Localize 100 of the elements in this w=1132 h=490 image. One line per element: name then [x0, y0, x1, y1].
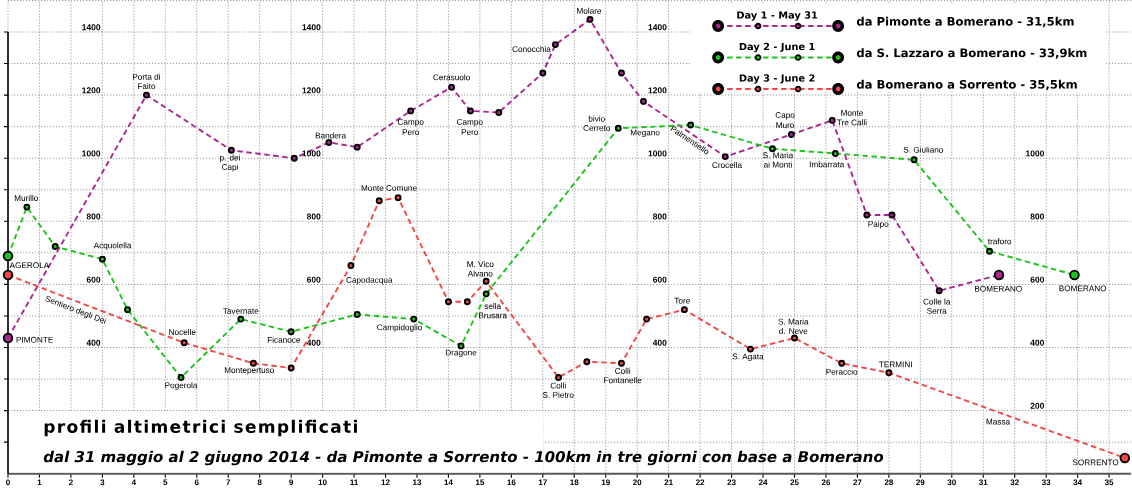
annotation: M. Vico: [467, 261, 494, 268]
annotation: Cerasuolo: [433, 74, 470, 81]
annotation: 1000: [648, 150, 667, 157]
x-tick-label: 18: [570, 479, 579, 486]
annotation: 200: [1030, 402, 1045, 409]
x-tick-label: 14: [444, 479, 453, 485]
legend-label: da Pimonte a Bomerano - 31,5km: [856, 16, 1074, 28]
annotation: Faito: [137, 83, 156, 90]
annotation: BOMERANO: [1059, 285, 1107, 292]
annotation: Murillo: [14, 194, 39, 202]
x-tick-label: 12: [381, 479, 390, 486]
x-tick-label: 4: [131, 479, 137, 485]
x-tick-label: 25: [790, 479, 799, 486]
x-tick-label: 22: [695, 479, 705, 486]
annotation: 1400: [302, 24, 321, 31]
annotation: Peraccio: [826, 368, 858, 375]
annotation: Monte: [841, 110, 863, 116]
y-tick-label: 600: [86, 276, 101, 283]
annotation: Day 1 - May 31: [737, 11, 818, 21]
x-tick-label: 15: [475, 479, 485, 486]
x-tick-label: 34: [1073, 479, 1083, 486]
annotation: Colli: [550, 382, 566, 389]
annotation: Ficanoce: [267, 336, 301, 343]
x-tick-label: 30: [947, 479, 956, 486]
annotation: SORRENTO: [1072, 459, 1119, 466]
annotation: traforo: [987, 238, 1012, 245]
y-tick-label: 400: [86, 339, 101, 346]
x-tick-label: 13: [413, 479, 422, 486]
annotation: Capi: [221, 163, 238, 172]
annotation: S. Giuliano: [903, 146, 944, 153]
x-tick-label: 3: [100, 479, 105, 486]
annotation: Brusara: [479, 312, 508, 319]
y-tick-label: 800: [86, 213, 101, 220]
x-tick-label: 31: [978, 479, 988, 486]
x-tick-label: 32: [1010, 479, 1019, 486]
y-tick-label: 1400: [82, 24, 101, 31]
annotation: Porta di: [132, 73, 160, 80]
annotation: Bandera: [315, 132, 347, 139]
annotation: Campidoglio: [377, 324, 422, 332]
text: dal 31 maggio al 2 giugno 2014 - da Pimonte a Sorrento - 100km in tre giorni con base a Bomerano: [43, 450, 884, 466]
annotation: d. Neve: [779, 327, 808, 334]
annotation: TERMINI: [879, 361, 912, 368]
y-tick-label: 1200: [82, 87, 101, 94]
annotation: 800: [1030, 213, 1045, 220]
annotation: S. Maria: [763, 152, 794, 159]
x-tick-label: 24: [758, 479, 768, 486]
annotation: S. Pietro: [542, 391, 574, 398]
x-tick-label: 23: [727, 479, 736, 486]
annotation: 400: [1030, 339, 1045, 346]
annotation: p. dei: [220, 154, 240, 163]
annotation: 600: [306, 276, 321, 283]
annotation: Imbarrata: [809, 161, 845, 168]
x-tick-label: 20: [633, 479, 642, 486]
x-tick-label: 7: [226, 479, 231, 485]
annotation: 800: [306, 213, 321, 220]
x-tick-label: 10: [318, 479, 327, 486]
annotation: Muro: [776, 122, 795, 129]
x-tick-label: 17: [538, 479, 547, 485]
x-tick-label: 27: [853, 479, 862, 486]
annotation: Pero: [461, 129, 479, 135]
y-tick-label: 1000: [82, 150, 101, 157]
annotation: Capodacqua: [346, 276, 393, 285]
annotation: 1000: [1026, 150, 1045, 157]
annotation: Megano: [630, 129, 660, 137]
annotation: Crocella: [712, 162, 743, 169]
annotation: Colli: [615, 367, 631, 374]
text: profili altimetrici semplificati: [44, 419, 357, 437]
annotation: 1000: [302, 150, 321, 157]
annotation: Cerreto: [583, 125, 611, 131]
annotation: Tre Calli: [837, 119, 867, 126]
annotation: Massa: [986, 418, 1011, 425]
annotation: bivio: [588, 115, 605, 122]
annotation: 1200: [302, 87, 321, 94]
x-tick-label: 5: [163, 479, 168, 486]
annotation: Tavernate: [222, 308, 259, 314]
annotation: 1200: [648, 87, 667, 94]
annotation: Nocelle: [169, 328, 196, 335]
annotation: Day 3 - June 2: [739, 74, 815, 84]
x-tick-label: 0: [6, 479, 10, 486]
x-tick-label: 8: [257, 479, 262, 486]
x-tick-label: 6: [194, 479, 199, 486]
annotation: Monte Comune: [361, 185, 417, 191]
legend-label: da S. Lazzaro a Bomerano - 33,9km: [856, 48, 1087, 59]
legend-label: da Bomerano a Sorrento - 35,5km: [856, 79, 1077, 91]
annotation: S. Agata: [732, 353, 764, 361]
annotation: Paipo: [868, 220, 889, 229]
annotation: Serra: [927, 308, 947, 314]
annotation: Capo: [775, 112, 795, 120]
annotation: Campo: [456, 118, 483, 127]
x-tick-label: 35: [1104, 479, 1114, 486]
annotation: Conocchia: [512, 46, 551, 53]
annotation: Pogerola: [165, 382, 198, 390]
x-tick-label: 21: [664, 479, 673, 486]
x-tick-label: 16: [507, 479, 516, 486]
x-tick-label: 28: [884, 479, 894, 486]
annotation: Day 2 - June 1: [739, 42, 815, 53]
annotation: ai Monti: [763, 161, 792, 168]
annotation: 400: [652, 339, 667, 346]
x-tick-label: 19: [601, 479, 610, 486]
annotation: Acquolella: [93, 242, 132, 250]
